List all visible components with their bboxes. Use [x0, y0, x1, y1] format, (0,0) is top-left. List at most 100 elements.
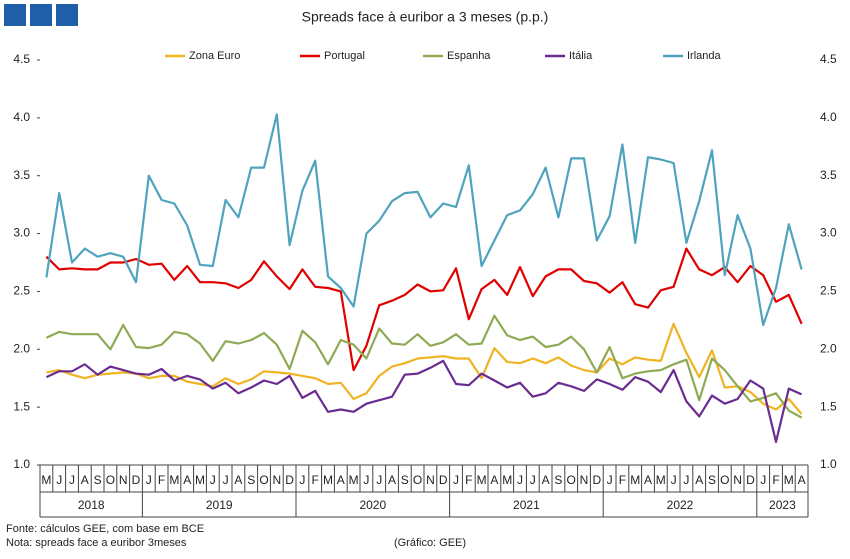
x-tick-label: A: [183, 473, 191, 487]
chart-title: Spreads face à euribor a 3 meses (p.p.): [302, 9, 549, 25]
y-tick-label: 1.0: [13, 457, 30, 471]
x-tick-label: J: [671, 473, 677, 487]
y2-tick-label: 1.0: [820, 457, 837, 471]
x-tick-label: N: [119, 473, 128, 487]
x-tick-label: J: [683, 473, 689, 487]
year-label: 2021: [513, 498, 540, 512]
legend-label: Espanha: [447, 50, 491, 62]
x-tick-label: J: [69, 473, 75, 487]
x-tick-label: J: [363, 473, 369, 487]
series-line: [45, 247, 803, 372]
x-tick-label: A: [490, 473, 498, 487]
series-line: [45, 113, 803, 327]
x-tick-label: O: [259, 473, 268, 487]
x-tick-label: M: [349, 473, 359, 487]
x-tick-label: D: [439, 473, 448, 487]
x-tick-label: A: [644, 473, 652, 487]
year-label: 2022: [667, 498, 694, 512]
x-tick-label: S: [247, 473, 255, 487]
x-tick-label: M: [323, 473, 333, 487]
x-tick-label: J: [299, 473, 305, 487]
x-tick-label: J: [56, 473, 62, 487]
x-tick-label: J: [223, 473, 229, 487]
x-tick-label: N: [426, 473, 435, 487]
y2-tick-label: 1.5: [820, 399, 837, 413]
x-tick-label: D: [592, 473, 601, 487]
series-line: [45, 314, 803, 419]
x-tick-label: O: [567, 473, 576, 487]
logo-square: [4, 4, 26, 26]
note: Nota: spreads face a euribor 3meses: [6, 537, 187, 549]
x-tick-label: J: [376, 473, 382, 487]
y2-tick-label: 3.5: [820, 168, 837, 182]
x-tick-label: J: [530, 473, 536, 487]
y-tick-label: 4.0: [13, 110, 30, 124]
x-tick-label: M: [169, 473, 179, 487]
y-tick-label: 1.5: [13, 399, 30, 413]
y2-tick-label: 2.0: [820, 341, 837, 355]
legend-label: Zona Euro: [189, 50, 240, 62]
x-tick-label: F: [772, 473, 779, 487]
x-tick-label: F: [158, 473, 165, 487]
x-tick-label: M: [630, 473, 640, 487]
x-tick-label: D: [746, 473, 755, 487]
y-tick-label: 3.0: [13, 226, 30, 240]
x-tick-label: S: [708, 473, 716, 487]
y2-tick-label: 3.0: [820, 226, 837, 240]
x-tick-label: O: [106, 473, 115, 487]
x-tick-label: N: [733, 473, 742, 487]
year-label: 2020: [359, 498, 386, 512]
y2-tick-label: 2.5: [820, 284, 837, 298]
x-tick-label: A: [234, 473, 242, 487]
x-tick-label: A: [542, 473, 550, 487]
x-tick-label: J: [146, 473, 152, 487]
x-tick-label: F: [465, 473, 472, 487]
x-tick-label: A: [388, 473, 396, 487]
x-tick-label: D: [132, 473, 141, 487]
x-tick-label: F: [312, 473, 319, 487]
y2-tick-label: 4.5: [820, 52, 837, 66]
y-tick-label: 2.0: [13, 341, 30, 355]
x-tick-label: S: [94, 473, 102, 487]
x-tick-label: F: [619, 473, 626, 487]
x-tick-label: J: [607, 473, 613, 487]
x-tick-label: J: [210, 473, 216, 487]
source: Fonte: cálculos GEE, com base em BCE: [6, 523, 204, 535]
y2-tick-label: 4.0: [820, 110, 837, 124]
x-tick-label: A: [695, 473, 703, 487]
x-tick-label: M: [784, 473, 794, 487]
series-line: [45, 359, 803, 443]
legend-label: Portugal: [324, 50, 365, 62]
x-tick-label: J: [760, 473, 766, 487]
legend-label: Itália: [569, 50, 593, 62]
x-tick-label: M: [656, 473, 666, 487]
x-tick-label: O: [720, 473, 729, 487]
x-tick-label: N: [272, 473, 281, 487]
x-tick-label: S: [401, 473, 409, 487]
legend-label: Irlanda: [687, 50, 722, 62]
x-tick-label: J: [517, 473, 523, 487]
year-label: 2023: [769, 498, 796, 512]
year-label: 2018: [78, 498, 105, 512]
x-tick-label: O: [413, 473, 422, 487]
logo-square: [30, 4, 52, 26]
x-tick-label: M: [41, 473, 51, 487]
x-tick-label: M: [477, 473, 487, 487]
x-tick-label: D: [285, 473, 294, 487]
x-tick-label: J: [453, 473, 459, 487]
x-tick-label: S: [554, 473, 562, 487]
x-tick-label: M: [502, 473, 512, 487]
logo-square: [56, 4, 78, 26]
x-tick-label: N: [580, 473, 589, 487]
y-tick-label: 4.5: [13, 52, 30, 66]
series-line: [46, 322, 803, 415]
x-tick-label: M: [195, 473, 205, 487]
credit: (Gráfico: GEE): [394, 537, 466, 549]
x-tick-label: A: [798, 473, 806, 487]
year-label: 2019: [206, 498, 233, 512]
y-tick-label: 2.5: [13, 284, 30, 298]
x-tick-label: A: [337, 473, 345, 487]
x-tick-label: A: [81, 473, 89, 487]
